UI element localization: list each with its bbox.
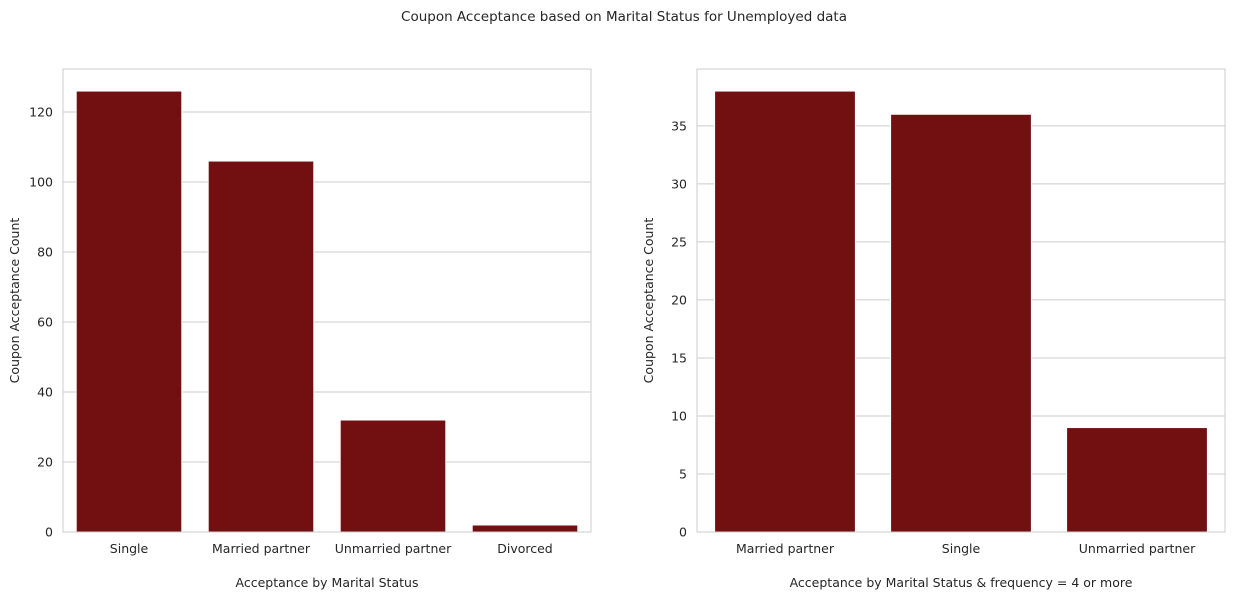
x-axis-label: Acceptance by Marital Status (236, 575, 419, 590)
y-tick-label: 20 (37, 455, 53, 470)
y-tick-label: 100 (29, 175, 53, 190)
bar-unmarried-partner (1066, 427, 1208, 533)
y-tick-label: 20 (671, 292, 687, 307)
axes-frame (62, 68, 592, 533)
y-tick-label: 5 (679, 466, 687, 481)
y-tick-label: 15 (671, 350, 687, 365)
chart-panel-marital-status-frequency: 0 5 10 15 20 25 30 35 Married partner Single Unmar… (641, 68, 1226, 590)
y-tick-label: 10 (671, 408, 687, 423)
bar-single (890, 113, 1032, 533)
bar-married-partner (714, 90, 856, 533)
x-tick-label: Single (942, 541, 981, 556)
y-tick-label: 0 (679, 525, 687, 540)
x-tick-label: Married partner (212, 541, 311, 556)
y-tick-label: 25 (671, 234, 687, 249)
y-tick-label: 0 (45, 525, 53, 540)
bar-unmarried-partner (339, 419, 447, 533)
x-tick-label: Unmarried partner (335, 541, 452, 556)
y-tick-label: 60 (37, 315, 53, 330)
y-tick-label: 40 (37, 385, 53, 400)
axes-frame (696, 68, 1226, 533)
figure-suptitle: Coupon Acceptance based on Marital Statu… (401, 9, 847, 25)
y-tick-label: 80 (37, 245, 53, 260)
x-tick-label: Unmarried partner (1079, 541, 1196, 556)
bar-divorced (471, 524, 579, 533)
y-tick-label: 30 (671, 176, 687, 191)
y-axis-label: Coupon Acceptance Count (7, 218, 22, 384)
y-tick-label: 120 (29, 105, 53, 120)
bar-married-partner (207, 160, 315, 533)
x-tick-label: Divorced (497, 541, 553, 556)
bar-single (75, 90, 183, 533)
chart-panel-marital-status: 0 20 40 60 80 100 120 Single Married partner Unma… (7, 68, 592, 590)
y-tick-label: 35 (671, 118, 687, 133)
x-tick-label: Married partner (736, 541, 835, 556)
y-axis-label: Coupon Acceptance Count (641, 218, 656, 384)
x-tick-label: Single (110, 541, 149, 556)
x-axis-label: Acceptance by Marital Status & frequency… (790, 575, 1133, 590)
